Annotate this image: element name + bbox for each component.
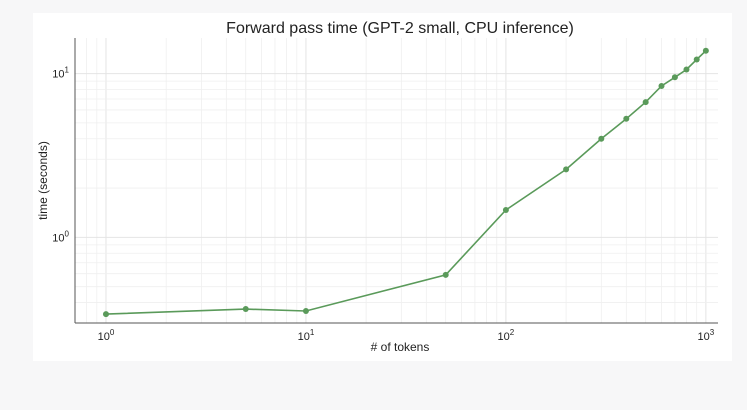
tick-exponent: 2 xyxy=(510,328,515,337)
data-series xyxy=(102,47,709,318)
data-point xyxy=(642,99,649,106)
tick-base: 10 xyxy=(52,232,64,244)
data-point xyxy=(623,115,630,122)
axes-spines xyxy=(74,38,718,324)
series-line xyxy=(105,50,707,315)
x-axis-ticks: 100 101 102 103 xyxy=(98,328,715,343)
y-axis-label: time (seconds) xyxy=(36,141,50,220)
data-point xyxy=(671,74,678,81)
y-tick-label: 101 xyxy=(52,66,69,81)
data-point xyxy=(302,308,309,315)
data-point xyxy=(683,66,690,73)
data-point xyxy=(702,47,709,54)
tick-exponent: 3 xyxy=(710,328,715,337)
data-point xyxy=(563,166,570,173)
tick-exponent: 1 xyxy=(310,328,315,337)
tick-base: 10 xyxy=(52,69,64,81)
tick-exponent: 1 xyxy=(65,66,70,75)
x-tick-label: 100 xyxy=(98,328,115,343)
x-axis-label: # of tokens xyxy=(371,340,430,354)
data-point xyxy=(693,56,700,63)
line-chart: Forward pass time (GPT-2 small, CPU infe… xyxy=(36,20,718,354)
tick-base: 10 xyxy=(698,331,710,343)
data-point xyxy=(658,83,665,90)
chart-title: Forward pass time (GPT-2 small, CPU infe… xyxy=(226,20,574,37)
data-point xyxy=(102,311,109,318)
data-point xyxy=(442,271,449,278)
tick-base: 10 xyxy=(498,331,510,343)
x-tick-label: 101 xyxy=(298,328,315,343)
grid-lines xyxy=(74,38,718,324)
tick-base: 10 xyxy=(98,331,110,343)
x-tick-label: 103 xyxy=(698,328,715,343)
tick-base: 10 xyxy=(298,331,310,343)
tick-exponent: 0 xyxy=(110,328,115,337)
x-tick-label: 102 xyxy=(498,328,515,343)
tick-exponent: 0 xyxy=(65,229,70,238)
data-point xyxy=(502,206,509,213)
y-tick-label: 100 xyxy=(52,229,69,244)
chart-figure: Forward pass time (GPT-2 small, CPU infe… xyxy=(33,13,732,361)
data-point xyxy=(598,135,605,142)
data-point xyxy=(242,306,249,313)
